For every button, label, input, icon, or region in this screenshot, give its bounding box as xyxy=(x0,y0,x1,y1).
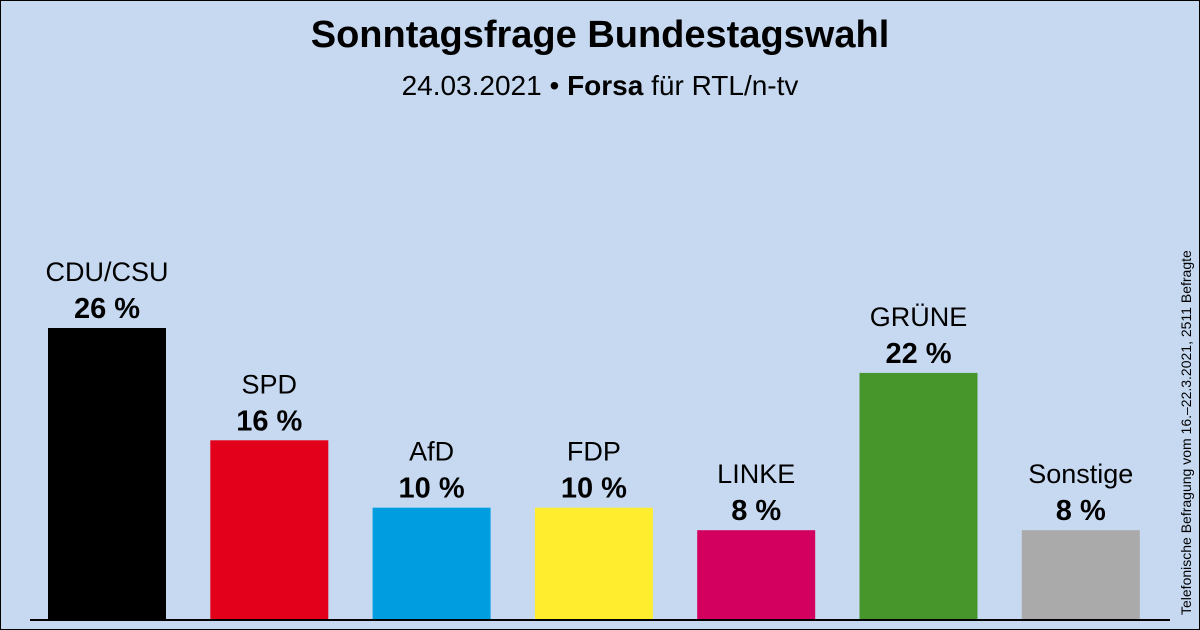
separator-bullet: • xyxy=(549,70,560,101)
value-label-fdp: 10 % xyxy=(561,473,627,505)
party-label-linke: LINKE xyxy=(717,459,795,489)
party-label-sonstige: Sonstige xyxy=(1028,459,1133,489)
poll-client: für RTL/n-tv xyxy=(651,70,799,101)
party-label-afd: AfD xyxy=(409,437,454,467)
chart-title: Sonntagsfrage Bundestagswahl xyxy=(310,14,890,56)
bar-fdp xyxy=(534,507,653,620)
poll-institute: Forsa xyxy=(567,70,644,101)
value-label-cdu-csu: 26 % xyxy=(74,293,140,325)
bars-group xyxy=(48,328,1140,620)
bar-spd xyxy=(210,440,329,620)
party-label-fdp: FDP xyxy=(567,437,621,467)
bar-cdu-csu xyxy=(48,328,166,620)
value-label-sonstige: 8 % xyxy=(1056,495,1106,527)
value-label-linke: 8 % xyxy=(731,495,781,527)
value-label-gr-ne: 22 % xyxy=(885,338,951,370)
bar-afd xyxy=(372,507,491,620)
bar-linke xyxy=(697,530,816,620)
value-label-afd: 10 % xyxy=(399,473,465,505)
value-label-spd: 16 % xyxy=(236,405,302,437)
bar-gr-ne xyxy=(859,372,978,620)
labels-group: CDU/CSU 26 % SPD 16 % AfD 10 % FDP 10 % LINKE 8 %… xyxy=(45,257,1133,527)
poll-date: 24.03.2021 xyxy=(401,70,542,101)
party-label-cdu-csu: CDU/CSU xyxy=(45,257,168,287)
chart-subtitle: 24.03.2021 • Forsa für RTL/n-tv xyxy=(0,70,1200,102)
party-label-spd: SPD xyxy=(242,369,298,399)
party-label-gr-ne: GRÜNE xyxy=(870,302,968,332)
bar-sonstige xyxy=(1021,530,1140,620)
